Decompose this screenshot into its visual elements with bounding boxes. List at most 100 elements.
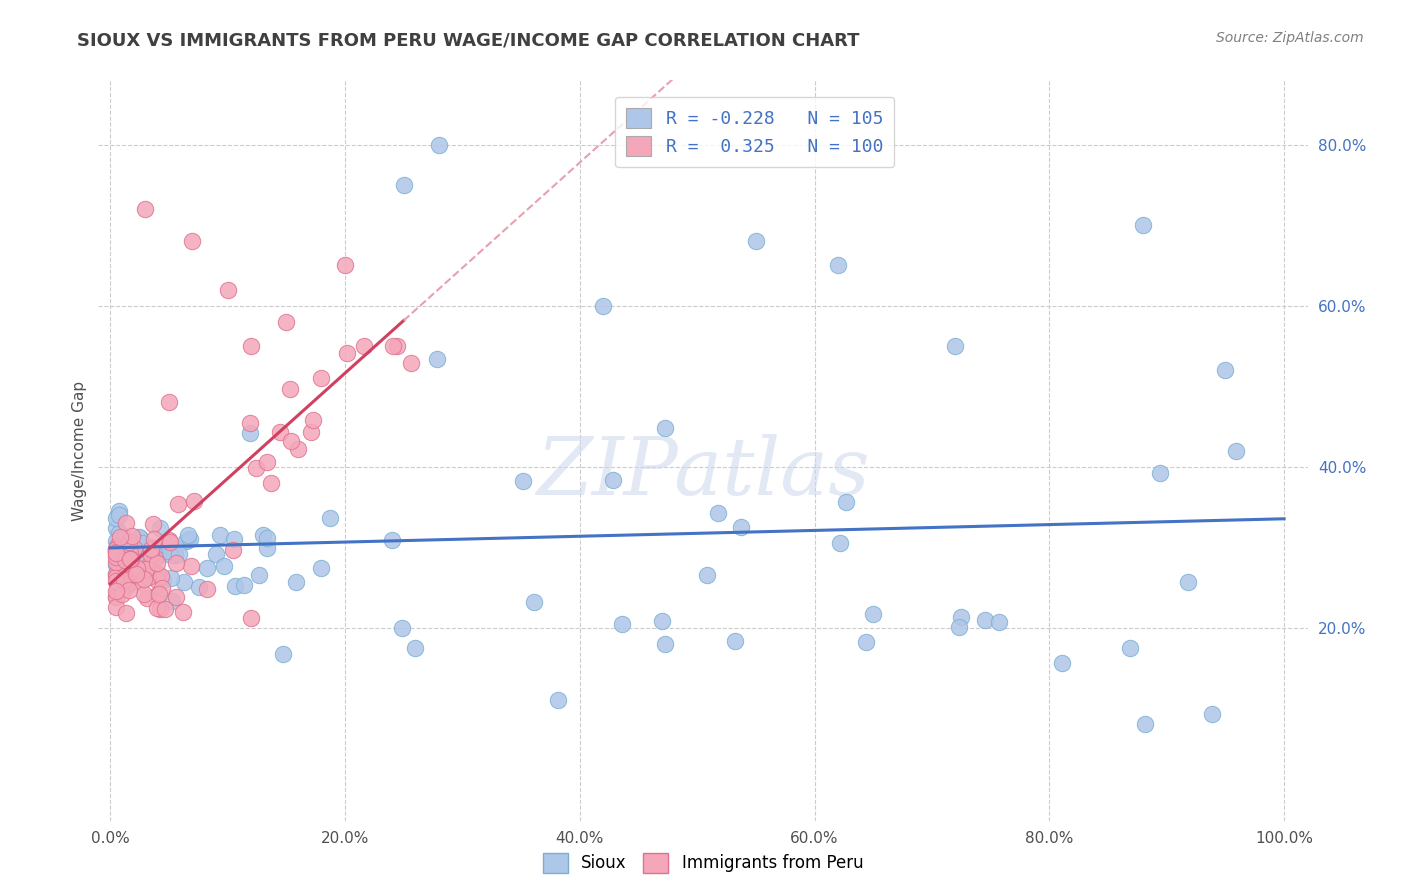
Point bbox=[105, 521, 128, 535]
Text: SIOUX VS IMMIGRANTS FROM PERU WAGE/INCOME GAP CORRELATION CHART: SIOUX VS IMMIGRANTS FROM PERU WAGE/INCOM… bbox=[77, 31, 860, 49]
Point bbox=[592, 299, 614, 313]
Point bbox=[105, 570, 128, 584]
Point bbox=[118, 567, 141, 582]
Point bbox=[179, 532, 201, 546]
Point bbox=[945, 339, 967, 353]
Point bbox=[134, 202, 156, 216]
Point bbox=[121, 529, 143, 543]
Point bbox=[107, 551, 129, 566]
Point bbox=[654, 637, 676, 651]
Point bbox=[112, 531, 135, 545]
Point bbox=[284, 575, 307, 590]
Point bbox=[105, 541, 128, 556]
Point bbox=[142, 563, 165, 577]
Point bbox=[120, 546, 142, 560]
Point bbox=[152, 573, 174, 587]
Point bbox=[311, 561, 333, 575]
Point bbox=[1215, 363, 1237, 377]
Point bbox=[111, 552, 134, 566]
Point bbox=[269, 425, 291, 439]
Point bbox=[222, 543, 245, 558]
Legend: R = -0.228   N = 105, R =  0.325   N = 100: R = -0.228 N = 105, R = 0.325 N = 100 bbox=[616, 96, 894, 168]
Point bbox=[111, 557, 134, 571]
Point bbox=[183, 493, 205, 508]
Point bbox=[1050, 657, 1073, 671]
Point bbox=[143, 546, 166, 560]
Point bbox=[107, 571, 129, 585]
Point bbox=[132, 540, 155, 554]
Point bbox=[105, 539, 128, 553]
Point bbox=[278, 382, 301, 396]
Point bbox=[1119, 640, 1142, 655]
Point bbox=[835, 495, 858, 509]
Point bbox=[131, 536, 153, 550]
Point bbox=[862, 607, 884, 621]
Point bbox=[105, 556, 128, 570]
Point bbox=[160, 594, 183, 608]
Point bbox=[855, 635, 877, 649]
Point bbox=[146, 588, 169, 602]
Point bbox=[247, 567, 270, 582]
Point bbox=[299, 425, 322, 439]
Point bbox=[128, 530, 150, 544]
Point bbox=[987, 615, 1010, 630]
Point bbox=[149, 548, 172, 562]
Point bbox=[110, 556, 132, 570]
Point bbox=[105, 600, 128, 615]
Point bbox=[391, 621, 413, 635]
Point bbox=[105, 574, 128, 589]
Point bbox=[547, 693, 569, 707]
Point bbox=[148, 547, 170, 561]
Point bbox=[138, 541, 160, 555]
Point bbox=[163, 549, 186, 563]
Point bbox=[105, 582, 128, 597]
Point bbox=[159, 534, 181, 549]
Point bbox=[239, 425, 262, 440]
Point bbox=[159, 549, 181, 563]
Point bbox=[115, 576, 138, 591]
Point bbox=[142, 533, 165, 547]
Point bbox=[523, 595, 546, 609]
Point bbox=[105, 567, 128, 582]
Point bbox=[1201, 706, 1223, 721]
Point bbox=[124, 541, 146, 556]
Point bbox=[239, 416, 262, 430]
Point bbox=[260, 475, 283, 490]
Point bbox=[105, 558, 128, 573]
Point bbox=[149, 521, 172, 535]
Point bbox=[160, 571, 183, 585]
Point bbox=[827, 259, 849, 273]
Text: ZIPatlas: ZIPatlas bbox=[536, 434, 870, 511]
Point bbox=[128, 550, 150, 565]
Point bbox=[730, 520, 752, 534]
Point bbox=[165, 547, 187, 561]
Point bbox=[319, 511, 342, 525]
Point bbox=[427, 137, 450, 152]
Point bbox=[696, 567, 718, 582]
Point bbox=[157, 533, 180, 547]
Point bbox=[426, 351, 449, 366]
Point bbox=[111, 568, 134, 582]
Point bbox=[301, 413, 323, 427]
Point bbox=[114, 576, 136, 591]
Point bbox=[974, 613, 997, 627]
Point bbox=[105, 549, 128, 564]
Point bbox=[173, 574, 195, 589]
Point bbox=[105, 546, 128, 560]
Point bbox=[172, 606, 194, 620]
Y-axis label: Wage/Income Gap: Wage/Income Gap bbox=[72, 380, 87, 521]
Point bbox=[141, 541, 163, 556]
Point bbox=[136, 558, 159, 573]
Point bbox=[115, 516, 138, 530]
Point bbox=[112, 566, 135, 580]
Point bbox=[153, 602, 176, 616]
Point bbox=[105, 533, 128, 548]
Point bbox=[381, 339, 404, 353]
Point bbox=[150, 569, 173, 583]
Point bbox=[381, 533, 404, 547]
Point bbox=[387, 339, 409, 353]
Point bbox=[135, 561, 157, 575]
Point bbox=[107, 563, 129, 577]
Point bbox=[105, 545, 128, 559]
Point bbox=[205, 547, 228, 561]
